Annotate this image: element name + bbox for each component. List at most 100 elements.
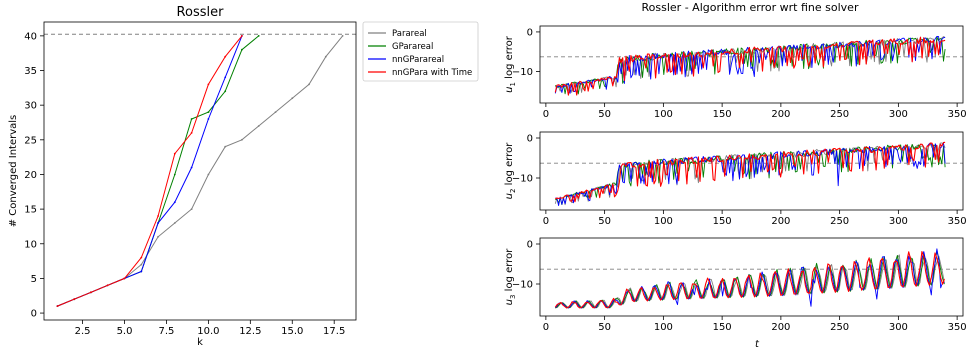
legend-label: nnGParareal [392,55,444,65]
y-tick-label: 0 [527,27,533,38]
x-tick-label: 150 [713,109,732,120]
x-tick-label: 7.5 [158,326,174,337]
y-axis-label: u3 log error [504,248,517,306]
x-tick-label: 250 [830,109,849,120]
y-axis-label-text: log error [504,35,515,82]
data-point [190,208,193,211]
series-line [57,35,243,307]
y-axis-label-var: u [504,193,515,199]
x-tick-label: 5.0 [117,326,133,337]
y-tick-label: 0 [527,134,533,145]
y-tick-label: 20 [24,170,37,181]
x-tick-label: 150 [713,216,732,227]
series-line [555,250,945,309]
x-tick-label: 100 [654,109,673,120]
data-point [207,83,210,86]
x-tick-label: 17.5 [323,326,345,337]
x-tick-label: 350 [948,109,967,120]
data-point [140,270,143,273]
x-tick-label: 200 [771,109,790,120]
data-point [224,145,227,148]
series-line [554,251,945,309]
y-tick-label: −10 [512,280,533,291]
x-tick-label: 250 [830,322,849,333]
x-tick-label: 50 [598,216,611,227]
y-tick-label: −10 [512,174,533,185]
y-tick-label: −10 [512,67,533,78]
data-point [90,291,92,294]
y-tick-label: 30 [24,101,37,112]
series-line [555,254,945,309]
y-axis-label-sub: 2 [509,189,517,193]
data-point [106,284,109,287]
legend-box [362,21,479,82]
x-tick-label: 100 [654,216,673,227]
x-tick-label: 0 [543,216,549,227]
x-tick-label: 300 [889,109,908,120]
convergence-chart: Rossler 2.5 5.0 7.5 10.0 12.5 15.0 17.5 0 5 10 15… [8,5,357,348]
data-point [241,48,243,51]
chart-title: Rossler [177,5,225,20]
data-point [190,166,193,169]
y-tick-label: 15 [24,205,37,216]
x-tick-label: 15.0 [281,326,303,337]
data-point [207,118,210,120]
legend-label: nnGPara with Time [392,68,472,78]
plot-frame [539,237,964,317]
x-axis: 2.5 5.0 7.5 10.0 12.5 15.0 17.5 [75,320,345,337]
x-tick-label: 2.5 [75,326,91,337]
legend: Parareal GParareal nnGParareal nnGPara with… [362,21,479,82]
x-axis-label: t [755,339,760,350]
data-point [157,222,160,224]
data-point [190,118,193,120]
data-point [140,256,143,259]
error-chart: Rossler - Algorithm error wrt fine solve… [504,1,967,350]
x-tick-label: 50 [598,109,611,120]
x-tick-label: 50 [598,322,611,333]
data-point [324,55,327,58]
series-line [554,36,946,96]
data-point [207,111,210,113]
y-axis-label: # Converged Intervals [8,115,19,228]
x-tick-label: 200 [771,322,790,333]
plot-frame [539,131,964,211]
data-point [73,298,76,301]
data-point [341,35,344,37]
x-tick-label: 250 [830,216,849,227]
legend-items: Parareal GParareal nnGParareal nnGPara with… [368,29,472,78]
data-point [157,215,160,217]
series-line [57,35,243,307]
data-point [241,138,243,141]
data-point [308,83,310,86]
data-point [291,97,294,100]
data-point [173,222,176,224]
series-line [554,35,946,94]
data-point [241,35,243,37]
data-point [224,55,227,58]
y-tick-label: 40 [24,31,37,42]
x-tick-label: 300 [889,322,908,333]
y-axis: 0 5 10 15 20 25 30 35 40 [24,31,44,320]
y-axis-label: u2 log error [504,142,517,200]
legend-label: GParareal [392,42,433,52]
y-axis-label-sub: 3 [509,295,517,299]
y-axis-label: u1 log error [504,35,517,93]
y-axis-label-var: u [504,299,515,305]
x-axis-label: k [197,337,203,348]
series-line [554,248,945,309]
data-point [140,263,143,266]
x-tick-label: 0 [543,109,549,120]
x-tick-label: 350 [948,322,967,333]
y-tick-label: 25 [24,135,37,146]
y-axis-label-sub: 1 [509,82,517,86]
series-line [57,35,343,307]
x-tick-label: 200 [771,216,790,227]
x-tick-label: 10.0 [197,326,219,337]
legend-label: Parareal [392,29,427,39]
data-point [207,173,210,176]
y-tick-label: 35 [24,66,37,77]
